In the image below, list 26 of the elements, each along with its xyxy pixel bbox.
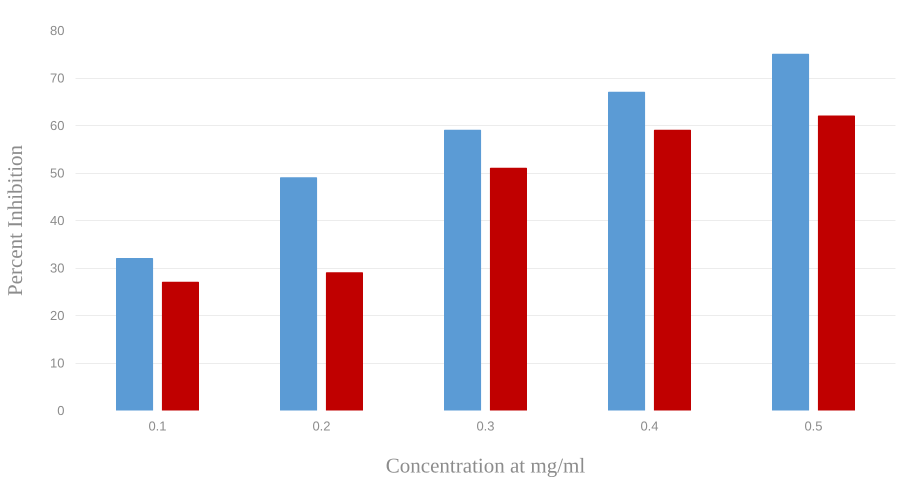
bar <box>444 130 482 410</box>
x-tick-label: 0.2 <box>312 418 331 434</box>
x-tick-label: 0.1 <box>148 418 167 434</box>
bar <box>818 116 855 410</box>
bar <box>162 282 199 410</box>
bar <box>490 168 527 410</box>
x-axis-title: Concentration at mg/ml <box>386 454 586 478</box>
x-tick-label: 0.4 <box>640 418 659 434</box>
y-tick-label: 70 <box>50 70 65 86</box>
y-tick-label: 80 <box>50 23 65 38</box>
bar <box>326 272 363 410</box>
bar <box>280 177 318 410</box>
y-tick-label: 50 <box>50 166 65 180</box>
bar <box>654 130 691 410</box>
y-tick-label: 0 <box>57 403 65 418</box>
y-tick-label: 40 <box>50 213 65 228</box>
y-axis-title: Percent Inhibition <box>3 144 28 296</box>
bar <box>116 258 154 410</box>
bar <box>772 54 810 410</box>
x-tick-label: 0.3 <box>476 418 495 434</box>
y-tick-label: 30 <box>50 260 65 276</box>
y-tick-label: 60 <box>50 118 65 133</box>
y-tick-label: 20 <box>50 308 65 323</box>
y-tick-label: 10 <box>50 356 65 370</box>
bar <box>608 92 646 410</box>
x-tick-label: 0.5 <box>804 418 823 434</box>
